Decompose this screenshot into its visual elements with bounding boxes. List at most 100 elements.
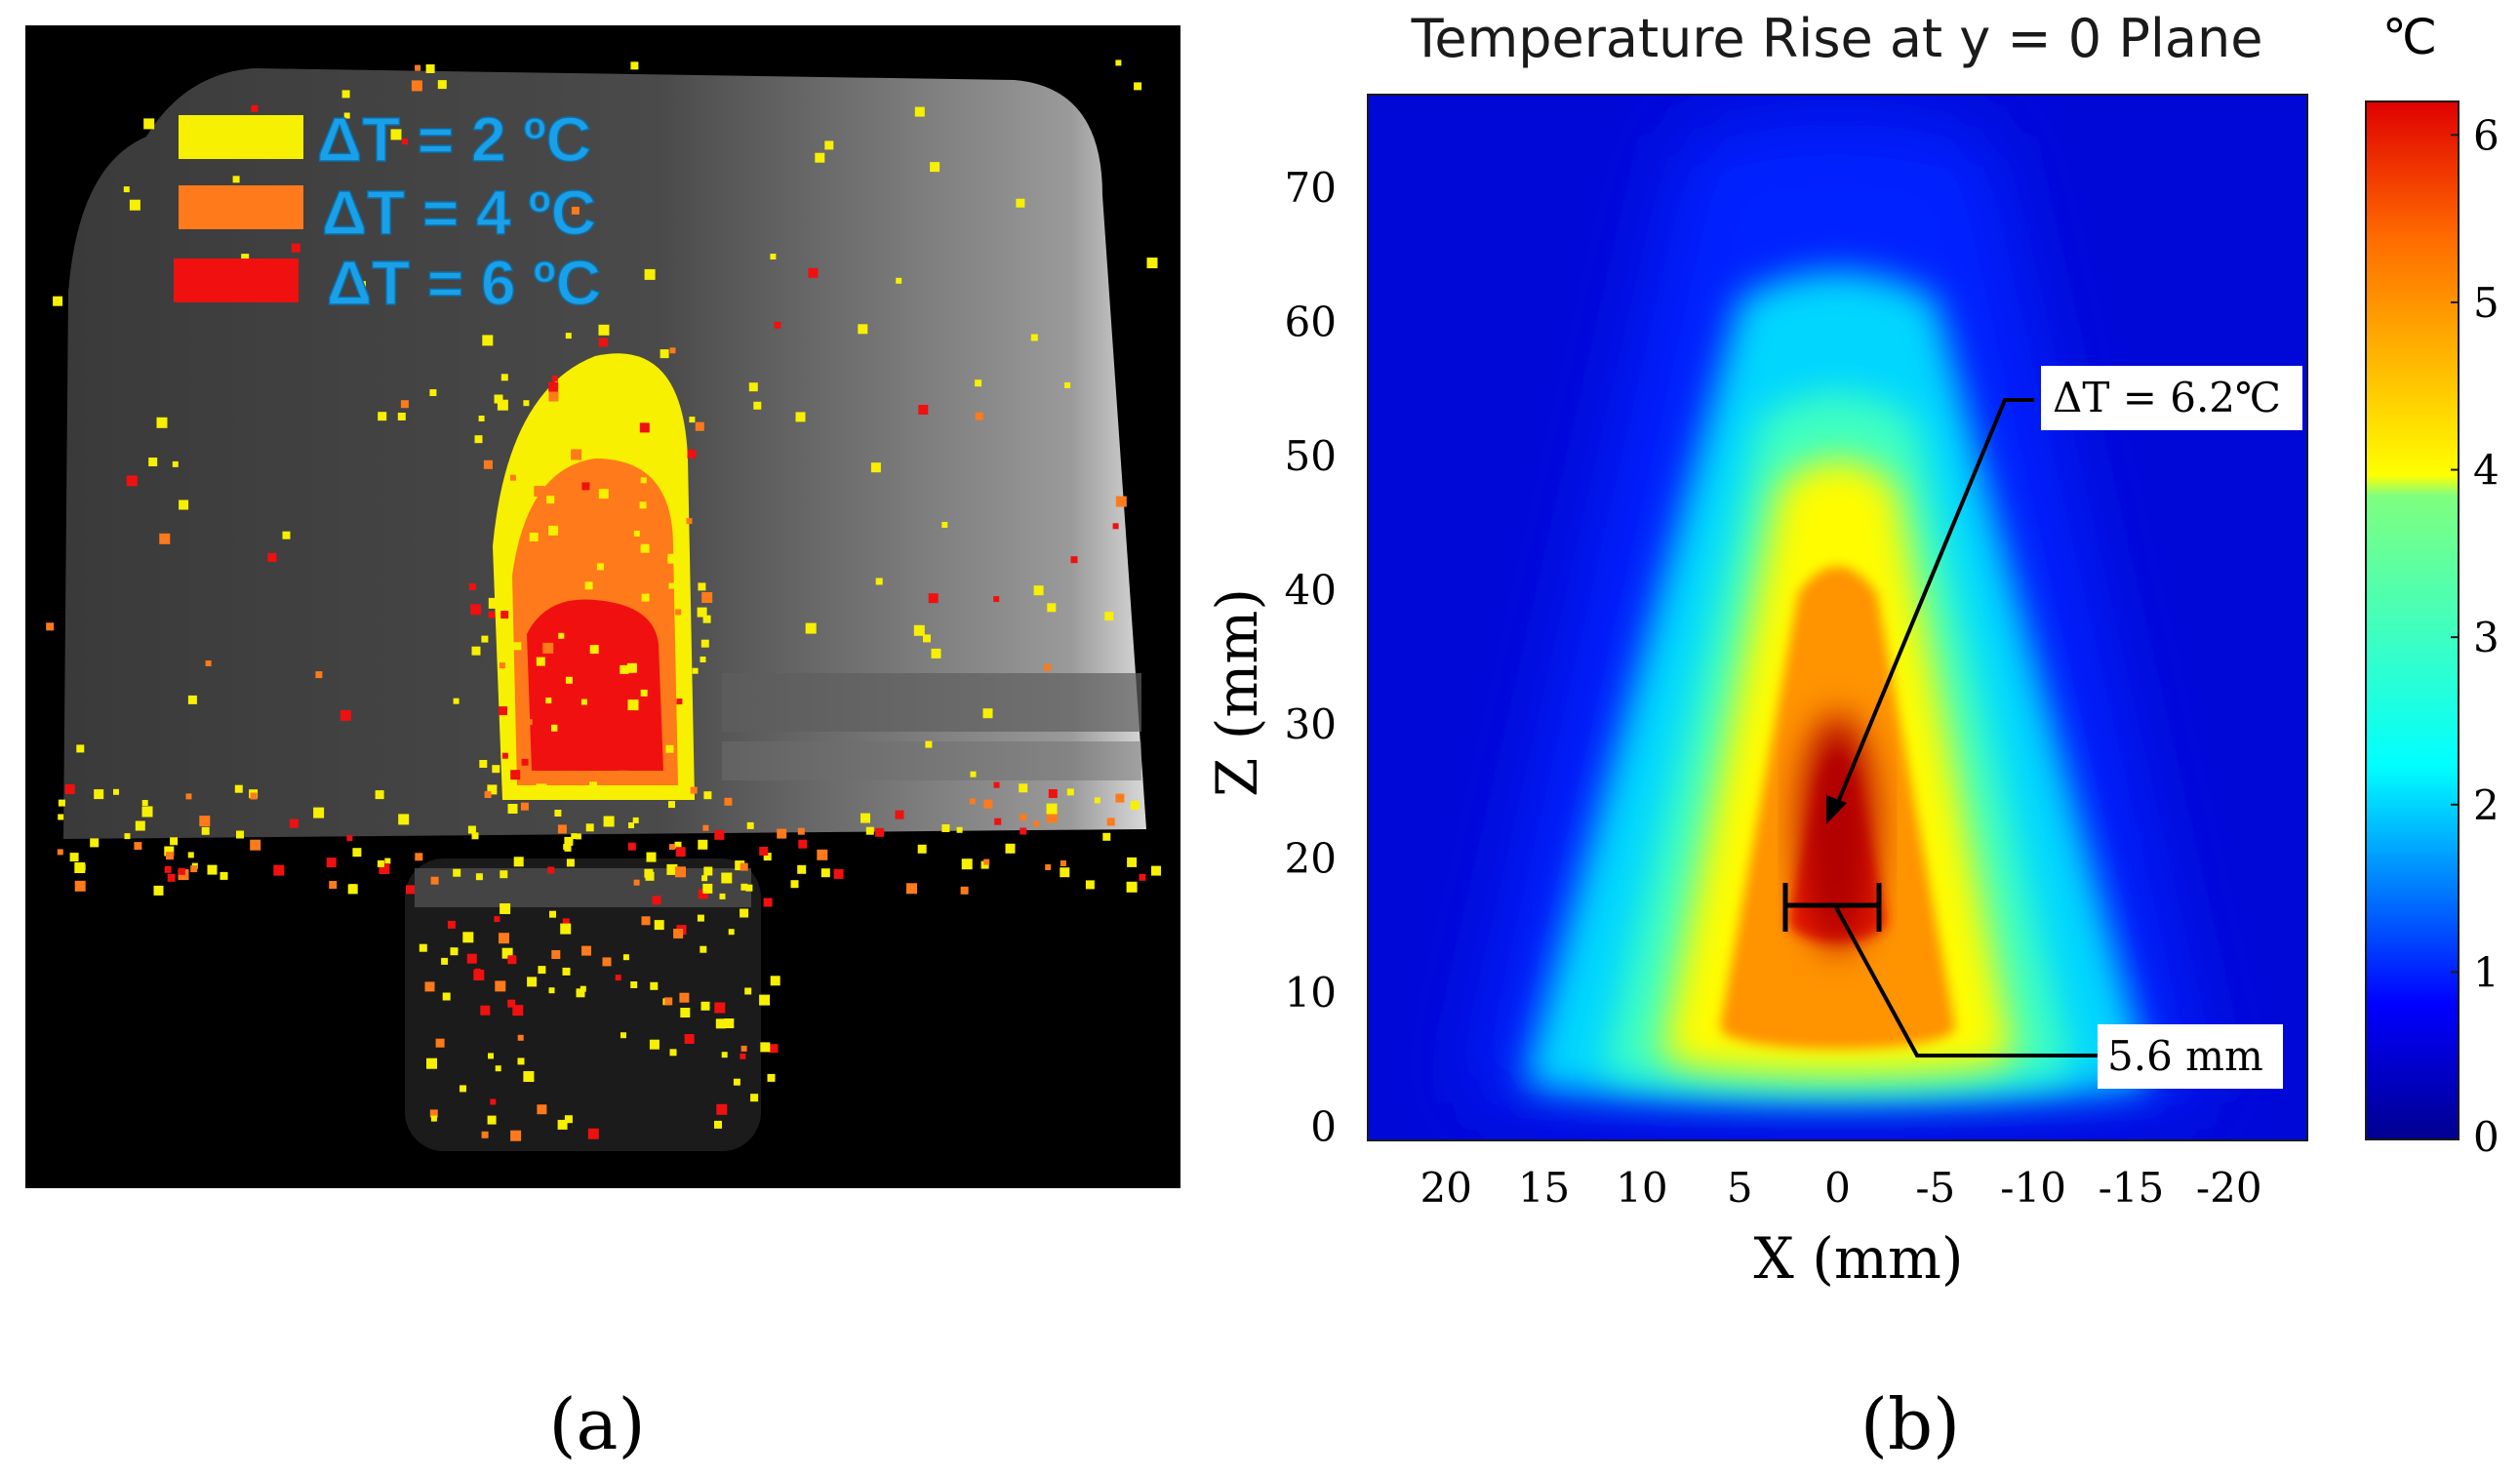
noise-speckle [548, 525, 559, 536]
noise-speckle [724, 797, 733, 806]
colorbar-tick-label: 2 [2473, 781, 2500, 829]
noise-speckle [201, 826, 210, 835]
noise-speckle [282, 531, 291, 539]
legend-label-6c: ΔT = 6 ºC [327, 248, 601, 318]
noise-speckle [602, 957, 612, 967]
noise-speckle [960, 886, 969, 895]
noise-speckle [622, 954, 629, 961]
noise-speckle [895, 810, 904, 819]
noise-speckle [870, 462, 881, 473]
noise-speckle [698, 582, 706, 591]
noise-speckle [698, 889, 708, 899]
noise-speckle [453, 698, 460, 704]
noise-speckle [517, 1034, 524, 1041]
noise-speckle [638, 793, 645, 800]
noise-speckle [510, 474, 516, 481]
noise-speckle [494, 394, 503, 404]
noise-speckle [865, 826, 874, 835]
noise-speckle [480, 1005, 491, 1016]
noise-speckle [560, 561, 568, 568]
noise-speckle [703, 866, 713, 876]
plot-frame [1367, 94, 2308, 1141]
noise-speckle [159, 533, 171, 544]
noise-speckle [740, 883, 748, 891]
noise-speckle [627, 842, 636, 851]
y-tick-label: 40 [1285, 567, 1337, 615]
width-label-box [2098, 1024, 2283, 1089]
noise-speckle [589, 645, 599, 655]
noise-speckle [875, 578, 883, 585]
noise-speckle [551, 950, 561, 959]
noise-speckle [384, 858, 391, 864]
legend-swatch-6c [174, 259, 299, 302]
noise-speckle [488, 1053, 494, 1059]
noise-speckle [1130, 801, 1140, 810]
noise-speckle [564, 836, 574, 846]
noise-speckle [641, 916, 651, 926]
noise-speckle [692, 667, 699, 674]
noise-speckle [554, 810, 562, 817]
noise-speckle [430, 1115, 437, 1122]
noise-speckle [698, 839, 708, 850]
noise-speckle [340, 709, 351, 721]
noise-speckle [721, 872, 733, 884]
noise-speckle [703, 791, 712, 800]
noise-speckle [630, 981, 638, 988]
noise-speckle [207, 864, 218, 875]
noise-speckle [651, 755, 660, 765]
noise-speckle [571, 449, 582, 460]
noise-speckle [187, 695, 197, 704]
noise-speckle [686, 518, 693, 525]
peak-annotation: ΔT = 6.2℃ [1826, 366, 2302, 824]
noise-speckle [113, 788, 119, 795]
noise-speckle [487, 784, 498, 795]
noise-speckle [589, 781, 597, 790]
noise-speckle [500, 870, 508, 879]
noise-speckle [64, 784, 75, 794]
noise-speckle [615, 975, 621, 981]
noise-speckle [644, 451, 654, 460]
noise-speckle [250, 839, 261, 851]
peak-arrowhead [1826, 795, 1847, 824]
noise-speckle [817, 849, 828, 860]
noise-speckle [581, 945, 591, 956]
noise-speckle [565, 559, 574, 568]
noise-speckle [402, 139, 408, 145]
noise-speckle [1046, 812, 1058, 823]
noise-speckle [740, 1053, 746, 1059]
noise-speckle [587, 1128, 599, 1139]
noise-speckle [347, 884, 358, 895]
noise-speckle [470, 604, 482, 616]
noise-speckle [620, 565, 629, 576]
noise-speckle [424, 981, 435, 992]
noise-speckle [684, 1034, 695, 1044]
noise-speckle [687, 449, 697, 459]
noise-speckle [199, 816, 211, 827]
colorbar-tick-label: 0 [2473, 1113, 2500, 1161]
noise-speckle [620, 664, 629, 674]
noise-speckle [134, 842, 142, 851]
noise-speckle [377, 859, 384, 867]
noise-speckle [547, 866, 555, 874]
noise-speckle [564, 844, 572, 852]
noise-speckle [668, 801, 675, 809]
noise-speckle [352, 848, 362, 858]
noise-speckle [483, 459, 493, 469]
noise-speckle [57, 849, 63, 856]
transducer-holder [405, 858, 761, 1151]
noise-speckle [471, 646, 481, 656]
noise-speckle [1102, 832, 1111, 841]
noise-speckle [437, 80, 447, 90]
noise-speckle [397, 413, 406, 420]
noise-speckle [484, 791, 492, 798]
noise-speckle [618, 770, 629, 781]
noise-speckle [46, 622, 55, 631]
panel-a-caption: (a) [548, 1383, 645, 1465]
noise-speckle [833, 868, 844, 879]
noise-speckle [585, 823, 594, 832]
x-tick-label: 5 [1727, 1164, 1753, 1212]
noise-speckle [993, 596, 1000, 603]
noise-speckle [664, 997, 673, 1006]
noise-speckle [532, 788, 543, 800]
